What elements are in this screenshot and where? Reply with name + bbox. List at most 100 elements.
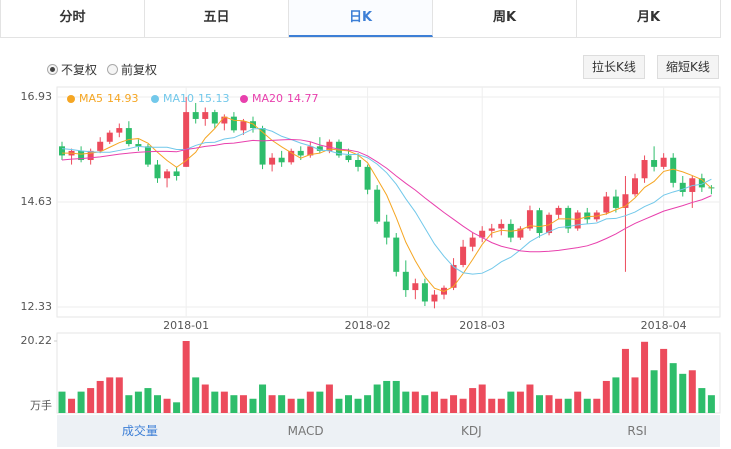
volume-bar <box>125 395 133 413</box>
candle-body <box>383 221 390 238</box>
volume-bar <box>77 391 85 413</box>
volume-bar <box>239 395 247 413</box>
candle-body <box>565 207 572 229</box>
candle-body <box>632 178 638 195</box>
legend-item: MA5 14.93 <box>67 92 139 105</box>
candle-body <box>259 128 266 165</box>
button[interactable]: 拉长K线 <box>583 55 645 79</box>
volume-bar <box>707 395 715 413</box>
volume-bar <box>201 384 209 413</box>
candle-body <box>479 230 486 238</box>
candle-body <box>603 196 610 213</box>
candle-body <box>240 121 247 131</box>
volume-bar <box>144 388 152 413</box>
volume-bar <box>459 398 467 413</box>
candle-body <box>278 157 285 163</box>
legend-swatch <box>240 95 248 103</box>
volume-bar <box>325 384 333 413</box>
candle-body <box>412 283 419 291</box>
candle-body <box>660 157 667 167</box>
indicator-tabs: 成交量 MACD KDJ RSI <box>57 415 720 447</box>
legend-swatch <box>151 95 159 103</box>
candle-body <box>307 146 314 156</box>
volume-bar <box>354 398 362 413</box>
candle-body <box>402 271 409 291</box>
volume-bar <box>583 398 591 413</box>
volume-bar <box>574 391 582 413</box>
volume-bar <box>564 398 572 413</box>
radio[interactable] <box>47 64 58 75</box>
volume-bar <box>134 391 142 413</box>
candle-body <box>584 212 591 220</box>
candle-body <box>488 228 495 231</box>
y-tick-label: 20.22 <box>21 334 53 347</box>
candle-body <box>211 112 218 124</box>
candle-body <box>78 150 85 161</box>
option[interactable]: 不复权 <box>47 61 97 78</box>
volume-bar <box>259 384 267 413</box>
tab[interactable]: 日K <box>289 0 433 37</box>
volume-bar <box>641 341 649 413</box>
volume-bar <box>115 377 123 413</box>
radio[interactable] <box>107 64 118 75</box>
volume-bar <box>631 377 639 413</box>
candle-body <box>316 146 323 151</box>
candle-body <box>87 150 94 161</box>
tab[interactable]: 周K <box>433 0 577 37</box>
candle-body <box>269 157 276 165</box>
candle-body <box>97 141 104 151</box>
option-label: 前复权 <box>121 63 158 77</box>
volume-bar <box>154 395 161 413</box>
candle-body <box>546 214 553 234</box>
volume-bar <box>421 395 429 413</box>
volume-bar <box>287 398 295 413</box>
volume-bar <box>411 391 419 413</box>
legend-label: MA10 15.13 <box>163 92 230 105</box>
candle-body <box>250 121 256 129</box>
tab[interactable]: 分时 <box>1 0 145 37</box>
period-tabs: 分时 五日 日K 周K 月K <box>0 0 721 38</box>
candle-body <box>355 160 362 167</box>
candle-body <box>431 294 438 302</box>
volume-bar <box>278 395 286 413</box>
legend-item: MA20 14.77 <box>240 92 319 105</box>
candle-body <box>641 160 648 179</box>
volume-bar <box>660 348 668 413</box>
x-tick-label: 2018-03 <box>459 319 505 332</box>
button[interactable]: 缩短K线 <box>657 55 719 79</box>
tab[interactable]: MACD <box>287 424 324 438</box>
ma-line <box>62 116 712 292</box>
candle-body <box>183 112 190 167</box>
volume-bar <box>392 380 400 413</box>
tab[interactable]: RSI <box>627 424 647 438</box>
volume-bar <box>430 391 438 413</box>
legend-name: MA5 <box>79 92 103 105</box>
legend-item: MA10 15.13 <box>151 92 230 105</box>
volume-bar <box>698 388 706 413</box>
tab[interactable]: 月K <box>636 10 661 25</box>
candle-body <box>517 228 524 238</box>
ma-line <box>61 128 712 275</box>
volume-bar <box>650 370 658 413</box>
candle-body <box>135 144 142 147</box>
candle-body <box>230 116 237 131</box>
volume-bar <box>526 384 534 413</box>
legend-label: MA5 14.93 <box>79 92 139 105</box>
volume-bar <box>621 348 629 413</box>
candle-body <box>326 141 333 151</box>
candle-body <box>164 171 171 179</box>
volume-bar <box>173 402 181 413</box>
tab[interactable]: 五日 <box>145 0 289 37</box>
candle-body <box>460 246 467 265</box>
x-tick-label: 2018-01 <box>163 319 209 332</box>
volume-bar <box>87 388 95 413</box>
option-label: 不复权 <box>61 63 98 77</box>
volume-bar <box>688 370 696 413</box>
candle-body <box>651 160 658 167</box>
option[interactable]: 前复权 <box>107 61 157 78</box>
tab[interactable]: KDJ <box>461 424 482 438</box>
volume-bar <box>316 391 324 413</box>
volume-bar <box>297 398 305 413</box>
tab[interactable]: 成交量 <box>121 424 158 438</box>
